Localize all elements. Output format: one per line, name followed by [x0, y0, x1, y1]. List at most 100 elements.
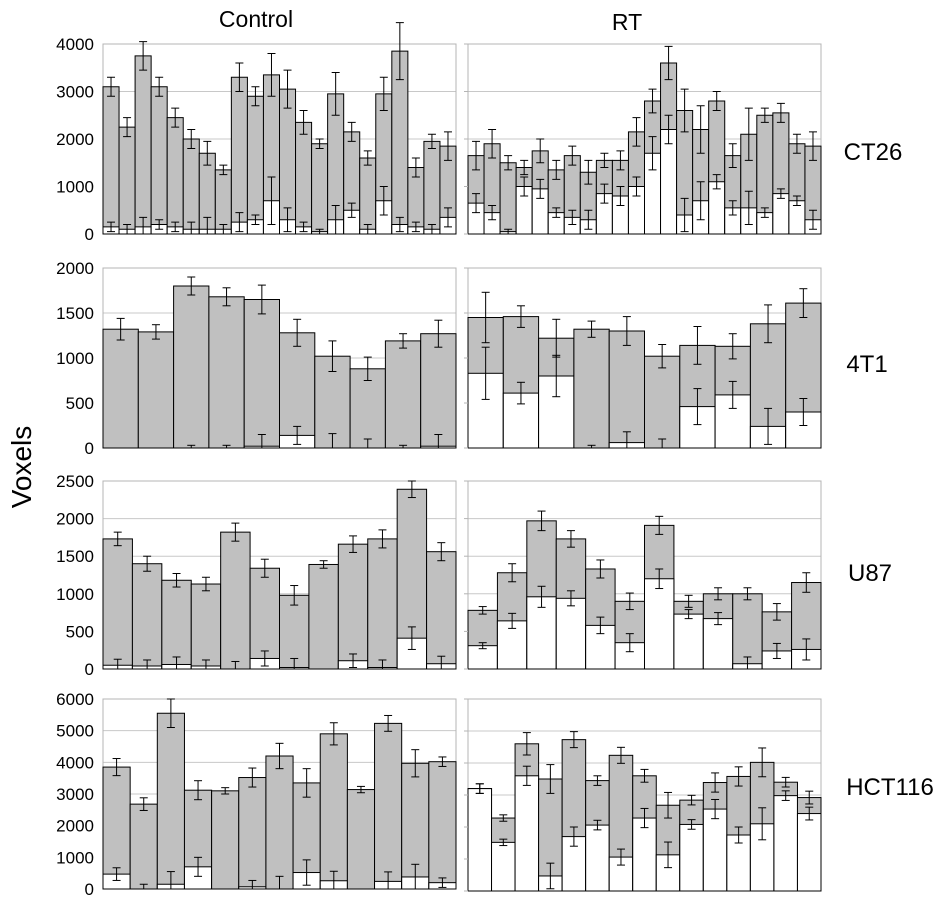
- error-bar-inner: [349, 653, 358, 668]
- y-tick-label: 0: [85, 880, 94, 899]
- error-bar-inner: [596, 616, 605, 635]
- error-bar-total: [687, 794, 696, 806]
- error-bar-total: [399, 333, 408, 349]
- error-bar-inner: [520, 176, 529, 197]
- error-bar-total: [714, 587, 723, 601]
- error-bar-inner: [693, 388, 702, 426]
- error-bar-total: [488, 129, 497, 159]
- error-bar-total: [568, 145, 577, 166]
- error-bar-inner: [680, 197, 689, 233]
- bar-inner: [644, 578, 675, 670]
- error-bar-total: [107, 76, 116, 97]
- error-bar-total: [734, 766, 743, 787]
- error-bar-total: [744, 107, 753, 161]
- bar-inner: [491, 841, 516, 892]
- error-bar-inner: [516, 381, 525, 405]
- error-bar-inner: [107, 221, 116, 233]
- error-bar-inner: [568, 209, 577, 225]
- error-bar-total: [781, 776, 790, 788]
- error-bar-total: [248, 767, 257, 788]
- bar-inner: [772, 193, 790, 235]
- y-tick-label: 4000: [56, 753, 94, 772]
- error-bar-total: [711, 772, 720, 793]
- error-bar-inner: [792, 195, 801, 206]
- bar-total: [346, 789, 376, 890]
- error-bar-total: [187, 129, 196, 149]
- y-tick-label: 2000: [56, 259, 94, 278]
- error-bar-inner: [764, 407, 773, 445]
- error-bar-inner: [714, 612, 723, 626]
- error-bar-total: [552, 159, 561, 180]
- bar-total: [102, 86, 120, 235]
- error-bar-total: [427, 133, 436, 149]
- bar-total: [499, 162, 517, 235]
- error-bar-total: [221, 787, 230, 795]
- error-bar-inner: [808, 209, 817, 230]
- error-bar-total: [267, 53, 276, 97]
- error-bar-inner: [546, 862, 555, 890]
- bar-inner: [585, 824, 610, 892]
- error-bar-total: [587, 320, 596, 338]
- error-bar-total: [596, 559, 605, 579]
- error-bar-inner: [744, 190, 753, 225]
- error-bar-inner: [696, 181, 705, 221]
- error-bar-total: [299, 110, 308, 135]
- bar-inner: [614, 642, 645, 670]
- error-bar-total: [384, 714, 393, 732]
- error-bar-inner: [758, 807, 767, 841]
- error-bar-inner: [616, 848, 625, 866]
- column-title-control: Control: [219, 6, 293, 32]
- error-bar-inner: [235, 212, 244, 233]
- error-bar-total: [499, 814, 508, 822]
- error-bar-total: [187, 276, 196, 296]
- error-bar-inner: [443, 207, 452, 228]
- error-bar-total: [194, 780, 203, 801]
- error-bar-total: [257, 284, 266, 315]
- error-bar-total: [434, 319, 443, 348]
- error-bar-inner: [536, 178, 545, 199]
- bar-inner: [796, 813, 822, 892]
- error-bar-total: [616, 150, 625, 171]
- error-bar-total: [363, 150, 372, 166]
- error-bar-inner: [481, 346, 490, 400]
- error-bar-inner: [293, 425, 302, 445]
- error-bar-inner: [395, 216, 404, 233]
- error-bar-total: [481, 291, 490, 344]
- error-bar-total: [231, 522, 240, 542]
- error-bar-total: [260, 558, 269, 578]
- bar-total: [246, 95, 264, 235]
- bar-total: [311, 143, 329, 235]
- bar-total: [319, 733, 348, 890]
- error-bar-total: [622, 316, 631, 346]
- error-bar-total: [437, 542, 446, 562]
- panel-hct116-rt: [464, 698, 822, 892]
- error-bar-inner: [648, 136, 657, 171]
- error-bar-inner: [552, 354, 561, 398]
- bar-total: [308, 563, 339, 670]
- panels-layer: 0 1000 2000 3000 4000 0 500 1000 1500 2000 0 500 100…: [56, 22, 822, 899]
- error-bar-inner: [472, 193, 481, 214]
- error-bar-inner: [625, 633, 634, 653]
- error-bar-inner: [347, 202, 356, 218]
- error-bar-total: [203, 140, 212, 166]
- error-bar-total: [363, 356, 372, 381]
- y-tick-label: 1500: [56, 547, 94, 566]
- error-bar-total: [219, 164, 228, 176]
- bar-total: [137, 331, 175, 449]
- error-bar-total: [478, 606, 487, 615]
- bar-inner: [702, 808, 728, 892]
- error-bar-total: [508, 563, 517, 583]
- error-bar-total: [331, 72, 340, 116]
- error-bar-total: [290, 585, 299, 606]
- panel-ct26-rt: [464, 43, 822, 235]
- error-bar-total: [438, 756, 447, 767]
- error-bar-total: [411, 749, 420, 778]
- bar-inner: [555, 597, 587, 670]
- error-bar-total: [772, 603, 781, 621]
- error-bar-inner: [802, 638, 811, 661]
- error-bar-inner: [655, 568, 664, 590]
- error-bar-total: [155, 76, 164, 97]
- error-bar-inner: [593, 819, 602, 831]
- error-bar-total: [760, 107, 769, 123]
- y-tick-label: 1000: [56, 585, 94, 604]
